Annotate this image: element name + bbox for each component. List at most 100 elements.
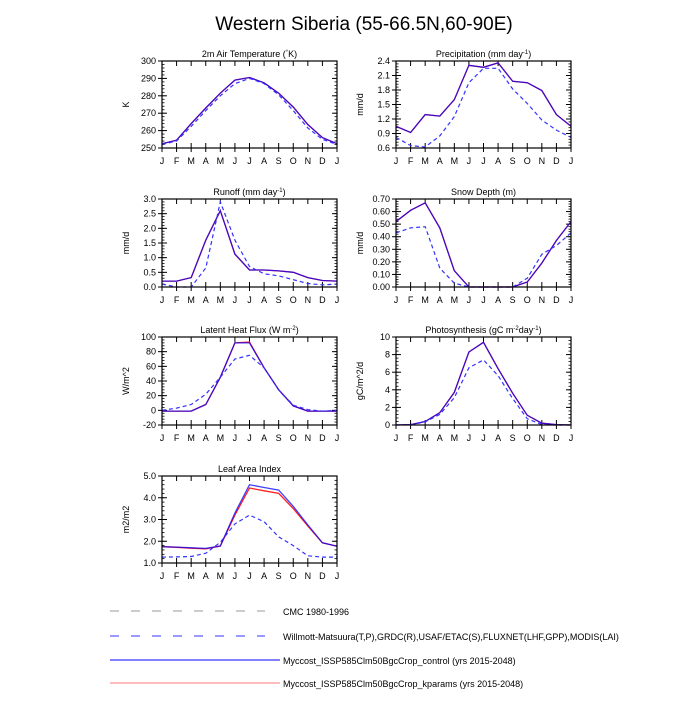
x-tick-label: D bbox=[319, 433, 326, 443]
y-tick-label: 1.5 bbox=[143, 238, 156, 248]
obs-line bbox=[395, 359, 571, 426]
x-tick-label: A bbox=[437, 156, 443, 166]
y-tick-label: 2.4 bbox=[377, 56, 390, 66]
y-tick-label: 8 bbox=[385, 350, 390, 360]
y-tick-label: 250 bbox=[141, 143, 156, 153]
y-tick-label: 0 bbox=[151, 405, 156, 415]
panel-3: Runoff (mm day-1) mm/d 0.0 0.5 1.0 1.5 2.0 2.5 3… bbox=[121, 187, 339, 305]
panel-6: Photosynthesis (gC m-2day-1) gC/m^2/d 0 2 4 6… bbox=[355, 325, 573, 443]
plot-frame bbox=[161, 198, 338, 288]
x-tick-label: O bbox=[290, 295, 297, 305]
x-tick-label: S bbox=[510, 156, 516, 166]
y-tick-label: 10 bbox=[380, 332, 390, 342]
obs-line bbox=[161, 77, 338, 146]
figure-title: Western Siberia (55-66.5N,60-90E) bbox=[215, 14, 512, 35]
y-tick-label: 270 bbox=[141, 108, 156, 118]
y-axis-label: gC/m^2/d bbox=[355, 362, 365, 400]
x-tick-label: M bbox=[187, 156, 195, 166]
x-tick-label: F bbox=[174, 433, 180, 443]
obs-line bbox=[161, 199, 338, 288]
y-axis-label: mm/d bbox=[121, 232, 131, 255]
y-tick-label: 300 bbox=[141, 56, 156, 66]
x-tick-label: M bbox=[217, 156, 225, 166]
legend-label: Myccost_ISSP585Clm50BgcCrop_kparams (yrs… bbox=[283, 679, 523, 689]
x-tick-label: N bbox=[305, 571, 312, 581]
y-tick-label: 0.00 bbox=[372, 282, 390, 292]
y-tick-label: 1.2 bbox=[377, 114, 390, 124]
x-tick-label: A bbox=[203, 571, 209, 581]
y-tick-label: 1.0 bbox=[143, 253, 156, 263]
control-line bbox=[162, 342, 337, 412]
plot-frame bbox=[161, 336, 338, 426]
y-tick-label: 2.5 bbox=[143, 209, 156, 219]
x-tick-label: J bbox=[335, 433, 340, 443]
plot-frame bbox=[395, 198, 572, 288]
x-tick-label: D bbox=[319, 295, 326, 305]
y-tick-label: 4.0 bbox=[143, 493, 156, 503]
plot-frame bbox=[395, 336, 572, 426]
y-tick-label: -20 bbox=[143, 420, 156, 430]
plot-frame bbox=[395, 60, 572, 149]
x-tick-label: S bbox=[276, 156, 282, 166]
panel-2: Precipitation (mm day-1) mm/d 0.6 0.9 1.2 1.5… bbox=[355, 49, 573, 166]
x-tick-label: M bbox=[187, 433, 195, 443]
x-tick-label: A bbox=[203, 433, 209, 443]
x-tick-label: O bbox=[524, 156, 531, 166]
kparams-line bbox=[395, 201, 572, 288]
y-tick-label: 2 bbox=[385, 402, 390, 412]
x-tick-label: D bbox=[553, 156, 560, 166]
x-tick-label: J bbox=[467, 433, 472, 443]
y-tick-label: 0.30 bbox=[372, 244, 390, 254]
x-tick-label: J bbox=[394, 156, 399, 166]
x-tick-label: S bbox=[510, 295, 516, 305]
y-tick-label: 0.5 bbox=[143, 267, 156, 277]
y-tick-label: 1.0 bbox=[143, 558, 156, 568]
control-line bbox=[162, 208, 338, 282]
panel-title: Photosynthesis (gC m-2day-1) bbox=[425, 325, 541, 335]
x-tick-label: F bbox=[408, 433, 414, 443]
y-axis-label: W/m^2 bbox=[121, 367, 131, 395]
y-tick-label: 0.70 bbox=[372, 194, 390, 204]
x-tick-label: M bbox=[421, 295, 429, 305]
legend-label: Myccost_ISSP585Clm50BgcCrop_control (yrs… bbox=[283, 656, 516, 666]
x-tick-label: J bbox=[481, 295, 486, 305]
x-tick-label: A bbox=[437, 295, 443, 305]
x-tick-label: M bbox=[217, 571, 225, 581]
panel-title: Snow Depth (m) bbox=[451, 187, 516, 197]
x-tick-label: A bbox=[261, 156, 267, 166]
x-tick-label: J bbox=[569, 156, 574, 166]
y-axis-label: m2/m2 bbox=[121, 506, 131, 534]
y-tick-label: 80 bbox=[146, 347, 156, 357]
y-tick-label: 0.10 bbox=[372, 269, 390, 279]
y-tick-label: 0.9 bbox=[377, 129, 390, 139]
obs-line bbox=[395, 67, 572, 148]
y-tick-label: 5.0 bbox=[143, 471, 156, 481]
x-tick-label: M bbox=[217, 433, 225, 443]
x-tick-label: O bbox=[290, 571, 297, 581]
plot-frame bbox=[161, 60, 338, 149]
y-tick-label: 3.0 bbox=[143, 515, 156, 525]
x-tick-label: J bbox=[160, 156, 165, 166]
panel-5: Latent Heat Flux (W m-2) W/m^2 -20 0 20 40 60 8… bbox=[121, 325, 339, 443]
x-tick-label: S bbox=[276, 571, 282, 581]
y-axis-label: mm/d bbox=[355, 232, 365, 255]
x-tick-label: D bbox=[553, 295, 560, 305]
x-tick-label: J bbox=[160, 571, 165, 581]
panel-1: 2m Air Temperature (°K) K 250 260 270 280 290 3… bbox=[121, 49, 339, 166]
x-tick-label: J bbox=[481, 433, 486, 443]
kparams-line bbox=[162, 341, 337, 412]
x-tick-label: J bbox=[160, 433, 165, 443]
x-tick-label: S bbox=[510, 433, 516, 443]
plot-frame bbox=[161, 475, 338, 564]
x-tick-label: N bbox=[539, 433, 546, 443]
y-axis-label: K bbox=[121, 101, 131, 107]
x-tick-label: J bbox=[247, 433, 252, 443]
x-tick-label: J bbox=[335, 295, 340, 305]
x-tick-label: N bbox=[305, 156, 312, 166]
x-tick-label: D bbox=[319, 571, 326, 581]
y-tick-label: 0 bbox=[385, 420, 390, 430]
x-tick-label: A bbox=[495, 295, 501, 305]
x-tick-label: F bbox=[174, 156, 180, 166]
panel-title: Precipitation (mm day-1) bbox=[436, 49, 531, 59]
